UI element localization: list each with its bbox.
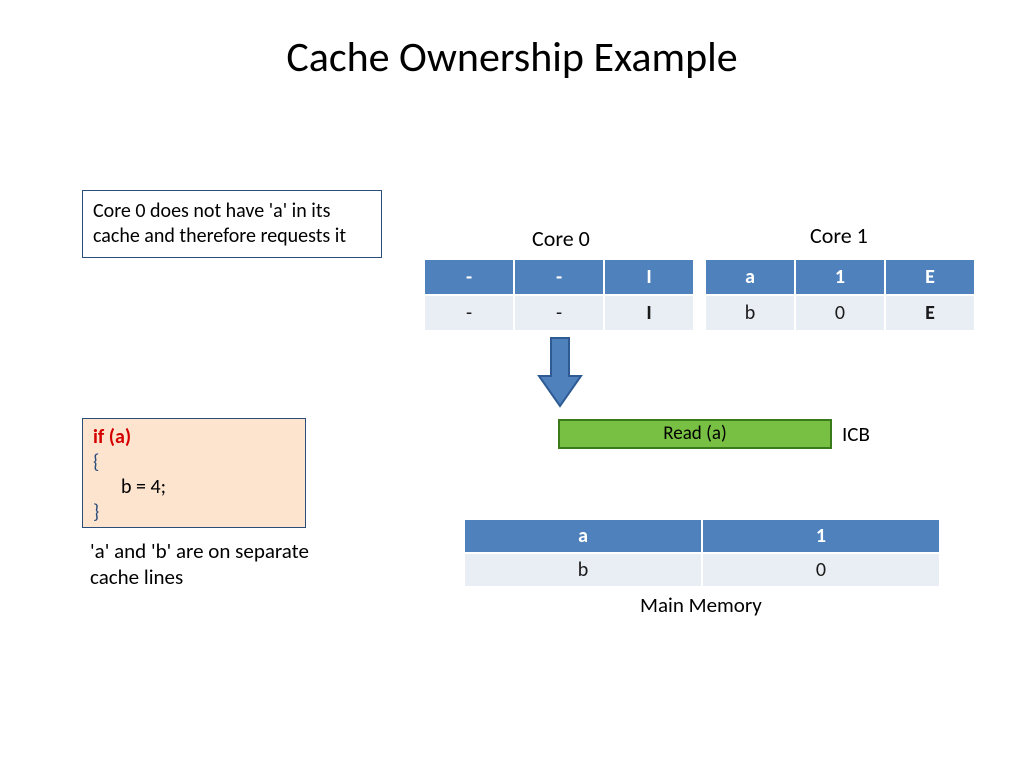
cell: b [465, 554, 701, 586]
cell: b [706, 296, 794, 330]
code-brace-close: } [93, 500, 99, 524]
table-row: - - I [425, 260, 693, 294]
cell: I [605, 296, 693, 330]
cell: - [515, 260, 603, 294]
table-row: b 0 [465, 554, 939, 586]
table-row: - - I [425, 296, 693, 330]
icb-label: ICB [842, 421, 870, 447]
arrow-down-icon [537, 336, 583, 415]
cell: 0 [796, 296, 884, 330]
table-row: b 0 E [706, 296, 974, 330]
cell: E [886, 296, 974, 330]
core1-label: Core 1 [810, 222, 868, 249]
code-box: if (a) { b = 4; } [82, 418, 306, 528]
cell: 1 [796, 260, 884, 294]
code-keyword: if (a) [93, 425, 131, 449]
cell: a [706, 260, 794, 294]
code-brace-open: { [93, 450, 99, 474]
main-memory-label: Main Memory [640, 592, 762, 618]
core0-cache-table: - - I - - I [423, 258, 695, 332]
code-statement: b = 4; [93, 475, 166, 500]
slide-title: Cache Ownership Example [0, 0, 1024, 83]
cell: I [605, 260, 693, 294]
icb-bar: Read (a) [558, 419, 832, 449]
cell: - [425, 296, 513, 330]
cell: 1 [703, 520, 939, 552]
cell: 0 [703, 554, 939, 586]
cell: a [465, 520, 701, 552]
table-row: a 1 E [706, 260, 974, 294]
cell: - [425, 260, 513, 294]
core1-cache-table: a 1 E b 0 E [704, 258, 976, 332]
table-row: a 1 [465, 520, 939, 552]
core0-label: Core 0 [532, 225, 590, 252]
code-caption: 'a' and 'b' are on separate cache lines [90, 538, 320, 591]
cell: - [515, 296, 603, 330]
note-box: Core 0 does not have 'a' in its cache an… [82, 190, 382, 258]
main-memory-table: a 1 b 0 [463, 518, 941, 588]
cell: E [886, 260, 974, 294]
